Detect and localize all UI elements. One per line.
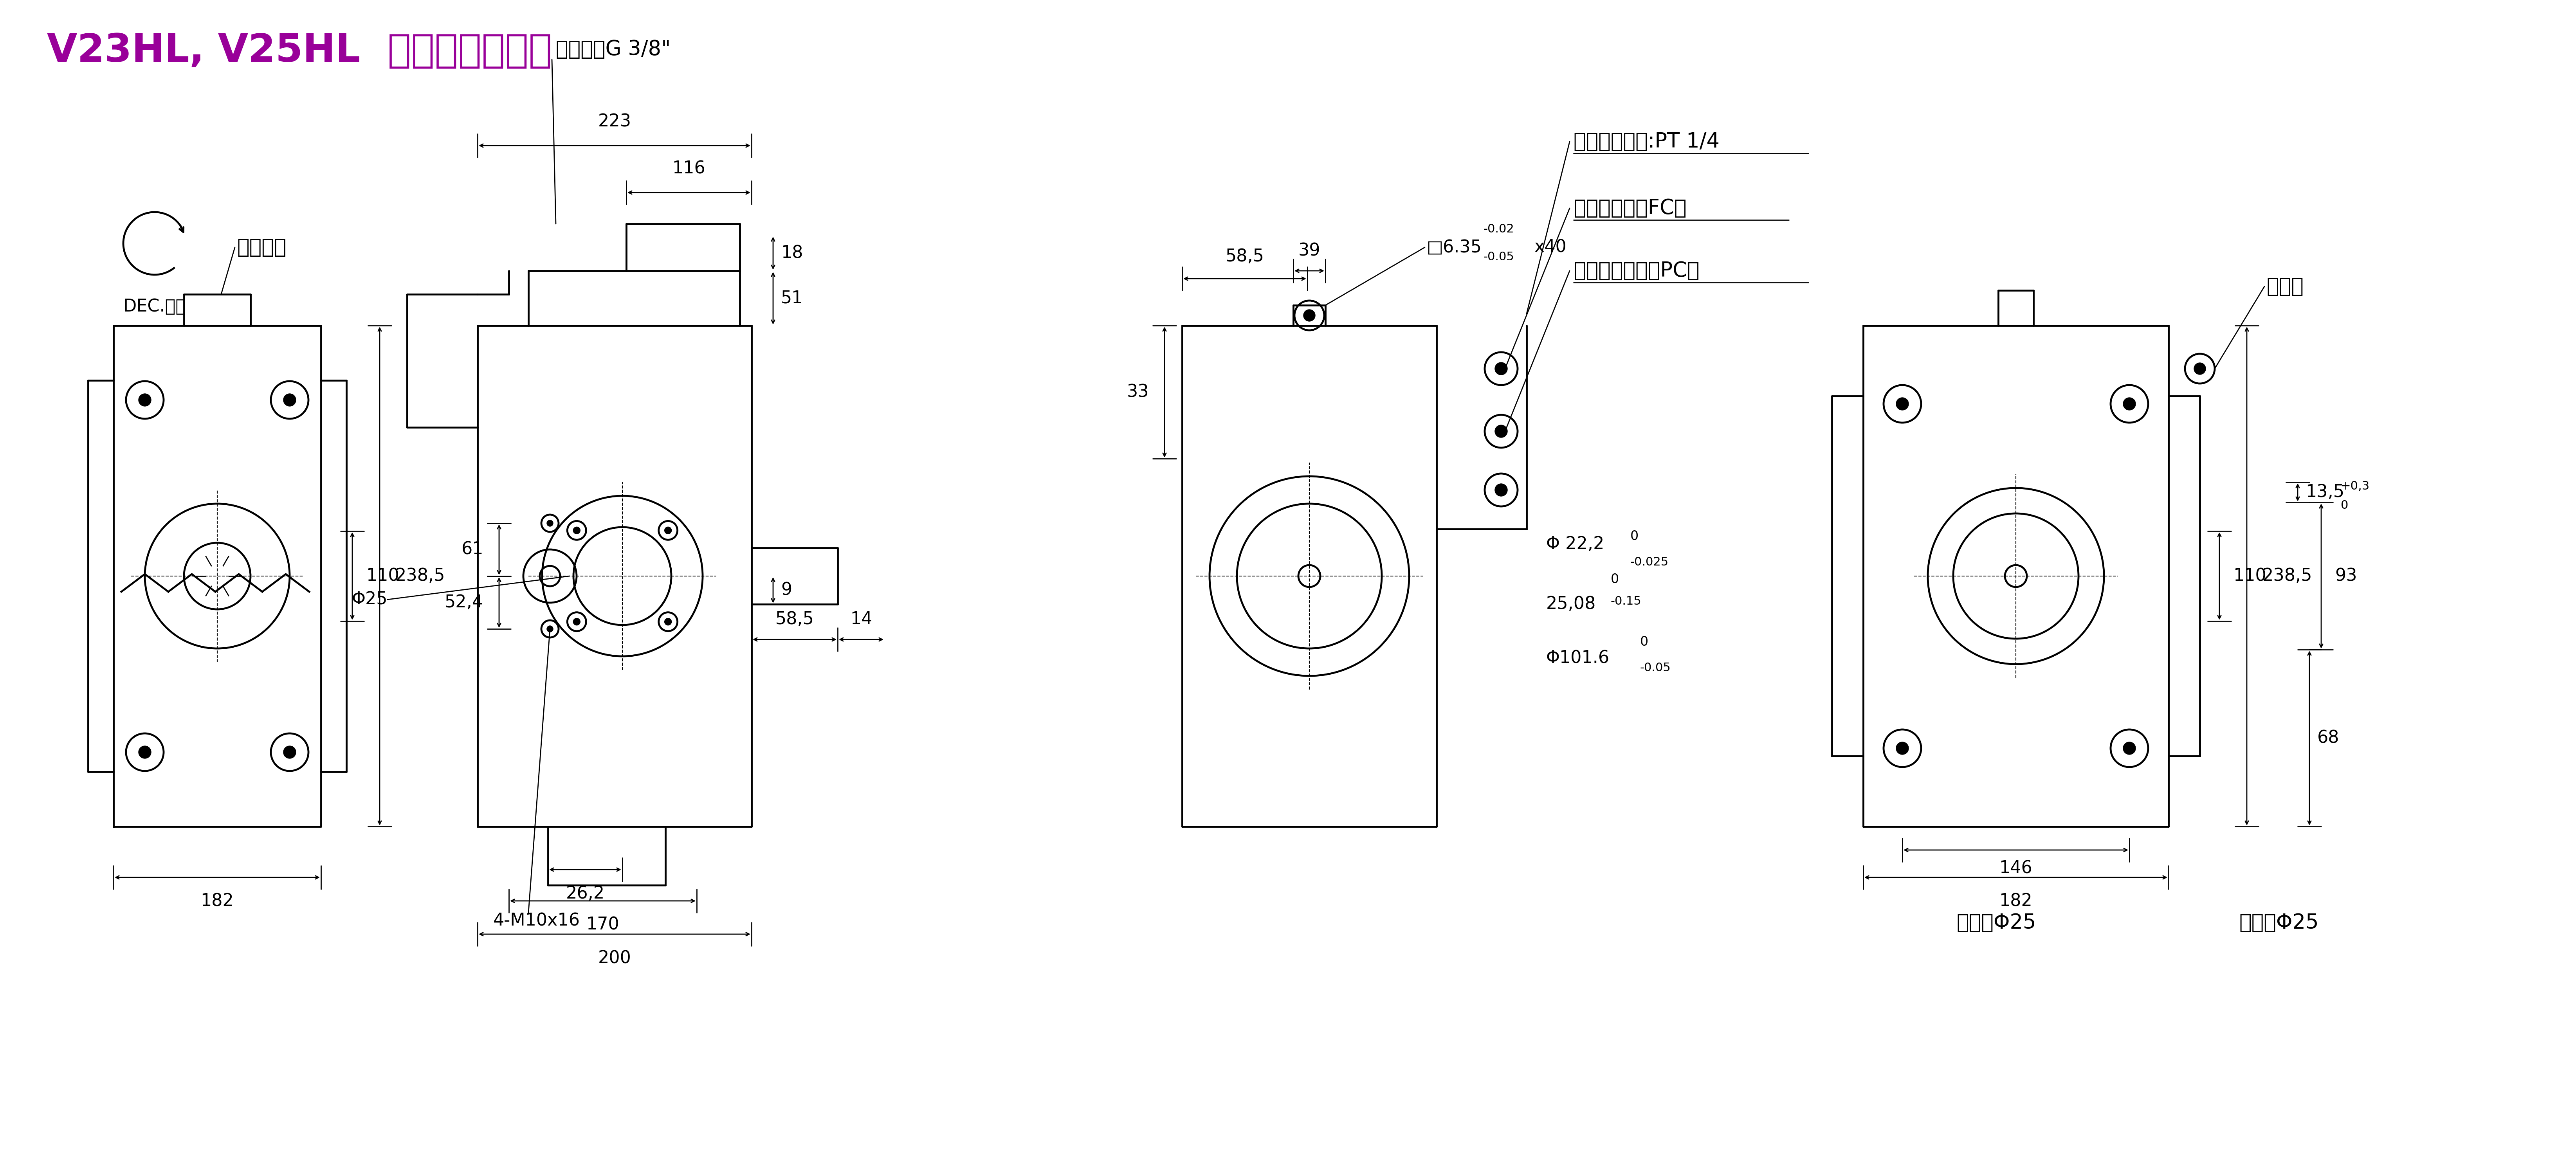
Text: 238,5: 238,5 (2262, 567, 2313, 585)
Text: □6.35: □6.35 (1427, 239, 1481, 256)
Circle shape (546, 520, 554, 526)
Text: 進油口Φ25: 進油口Φ25 (2239, 913, 2318, 932)
Text: -0.025: -0.025 (1631, 557, 1669, 568)
Text: -0.05: -0.05 (1641, 662, 1672, 673)
Text: x40: x40 (1535, 239, 1566, 256)
Circle shape (665, 526, 672, 534)
Text: 差壓調整螺絲FC閥: 差壓調整螺絲FC閥 (1574, 198, 1687, 218)
Circle shape (139, 746, 152, 759)
Text: 注油口: 注油口 (2267, 277, 2303, 296)
Text: 0: 0 (1610, 573, 1618, 586)
Text: 238,5: 238,5 (394, 567, 446, 585)
Text: 流量調整: 流量調整 (237, 237, 286, 258)
Text: 58,5: 58,5 (775, 610, 814, 628)
Circle shape (283, 746, 296, 759)
Text: 26,2: 26,2 (567, 886, 605, 902)
Text: -0.15: -0.15 (1610, 595, 1641, 607)
Text: 146: 146 (1999, 860, 2032, 876)
Circle shape (1494, 425, 1507, 438)
Text: 負載感應接口:PT 1/4: 負載感應接口:PT 1/4 (1574, 132, 1718, 152)
Text: 58,5: 58,5 (1226, 249, 1265, 265)
Text: 182: 182 (1999, 893, 2032, 910)
Circle shape (572, 526, 580, 534)
Text: 110: 110 (366, 567, 399, 585)
Text: 61: 61 (461, 541, 484, 558)
Text: -0.02: -0.02 (1484, 223, 1515, 235)
Text: 0: 0 (1631, 530, 1638, 543)
Text: 52,4: 52,4 (446, 594, 484, 610)
Text: Φ 22,2: Φ 22,2 (1546, 536, 1605, 553)
Text: 25,08: 25,08 (1546, 595, 1595, 613)
Text: 170: 170 (587, 916, 618, 934)
Circle shape (2195, 363, 2205, 375)
Text: Φ101.6: Φ101.6 (1546, 650, 1610, 666)
Circle shape (1896, 742, 1909, 755)
Text: 51: 51 (781, 289, 804, 307)
Text: 4-M10x16: 4-M10x16 (492, 913, 580, 929)
Circle shape (546, 626, 554, 633)
Text: 68: 68 (2316, 729, 2339, 747)
Circle shape (2123, 398, 2136, 410)
Circle shape (665, 619, 672, 626)
Text: V23HL, V25HL  負載感應型控制: V23HL, V25HL 負載感應型控制 (46, 32, 551, 70)
Circle shape (1303, 309, 1314, 321)
Text: 洩油口：G 3/8": 洩油口：G 3/8" (556, 40, 670, 60)
Text: 18: 18 (781, 245, 804, 261)
Text: 9: 9 (781, 581, 791, 599)
Text: 110: 110 (2233, 567, 2267, 585)
Text: 200: 200 (598, 950, 631, 966)
Circle shape (139, 393, 152, 406)
Circle shape (283, 393, 296, 406)
Circle shape (1896, 398, 1909, 410)
Text: 33: 33 (1126, 384, 1149, 400)
Text: 最高壓調整螺絲PC閥: 最高壓調整螺絲PC閥 (1574, 260, 1700, 281)
Text: Φ25: Φ25 (350, 592, 386, 608)
Text: 223: 223 (598, 113, 631, 130)
Text: +0,3: +0,3 (2342, 481, 2370, 492)
Text: 14: 14 (850, 610, 873, 628)
Text: 39: 39 (1298, 243, 1321, 259)
Text: -0.05: -0.05 (1484, 251, 1515, 263)
Circle shape (2123, 742, 2136, 755)
Text: DEC.減小: DEC.減小 (124, 299, 185, 315)
Text: 93: 93 (2334, 567, 2357, 585)
Circle shape (572, 619, 580, 626)
Text: 0: 0 (1641, 636, 1649, 649)
Text: 出油口Φ25: 出油口Φ25 (1955, 913, 2035, 932)
Text: 116: 116 (672, 160, 706, 177)
Text: 13,5: 13,5 (2306, 484, 2344, 501)
Circle shape (1494, 363, 1507, 375)
Text: 0: 0 (2342, 499, 2347, 511)
Text: 182: 182 (201, 893, 234, 910)
Circle shape (1494, 483, 1507, 496)
